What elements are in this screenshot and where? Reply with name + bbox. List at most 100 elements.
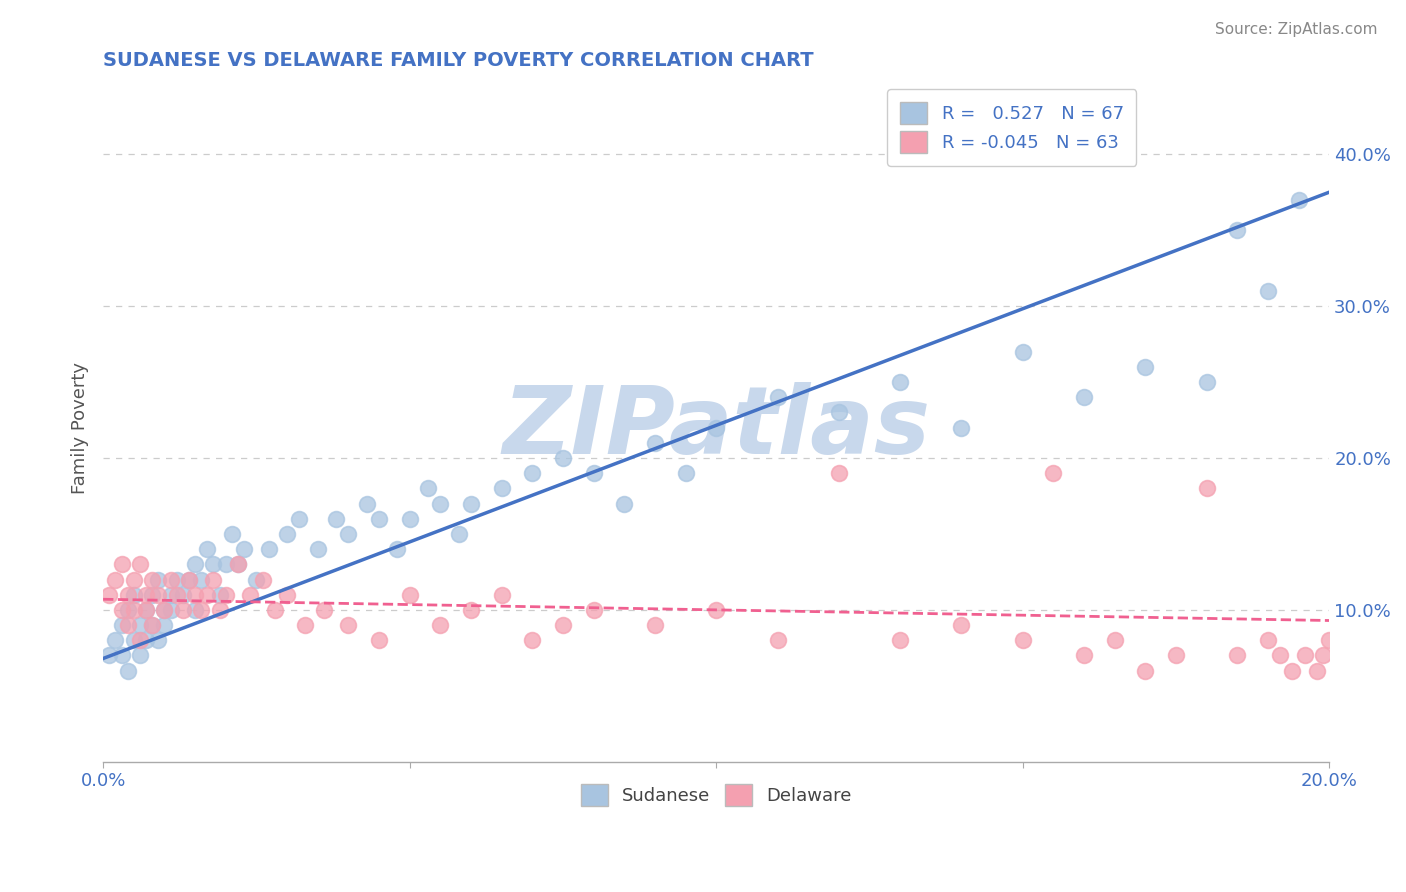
Point [215,558,238,572]
Point [245,573,267,587]
Point [337,527,360,541]
Point [233,542,256,557]
Point [122,603,145,617]
Point [117,618,139,632]
Point [644,618,666,632]
Point [1226,223,1249,237]
Point [613,497,636,511]
Point [522,466,544,480]
Point [276,588,298,602]
Y-axis label: Family Poverty: Family Poverty [72,361,89,493]
Point [828,405,851,419]
Point [98,588,121,602]
Point [522,633,544,648]
Point [429,497,451,511]
Point [122,633,145,648]
Point [766,390,789,404]
Point [239,588,262,602]
Point [1135,664,1157,678]
Text: ZIPatlas: ZIPatlas [502,382,931,474]
Point [117,603,139,617]
Point [135,603,157,617]
Point [141,618,163,632]
Point [1011,344,1033,359]
Point [1306,664,1329,678]
Point [110,603,132,617]
Point [1281,664,1303,678]
Point [166,573,188,587]
Point [1104,633,1126,648]
Point [141,618,163,632]
Point [104,633,127,648]
Point [1257,633,1279,648]
Point [288,512,311,526]
Point [226,558,249,572]
Point [159,603,181,617]
Point [889,375,911,389]
Point [110,618,132,632]
Point [110,648,132,663]
Point [135,633,157,648]
Point [447,527,470,541]
Point [1195,375,1218,389]
Point [1135,359,1157,374]
Point [141,573,163,587]
Point [1317,633,1340,648]
Point [675,466,697,480]
Point [491,588,513,602]
Point [129,633,152,648]
Point [202,558,225,572]
Point [276,527,298,541]
Text: Source: ZipAtlas.com: Source: ZipAtlas.com [1215,22,1378,37]
Point [117,588,139,602]
Point [153,603,176,617]
Point [252,573,274,587]
Point [172,588,194,602]
Point [184,558,207,572]
Point [1270,648,1292,663]
Point [141,588,163,602]
Point [307,542,329,557]
Point [202,573,225,587]
Point [190,573,212,587]
Point [1257,284,1279,298]
Point [215,588,238,602]
Point [1042,466,1064,480]
Point [184,603,207,617]
Point [325,512,347,526]
Point [368,512,391,526]
Point [172,603,194,617]
Point [153,618,176,632]
Point [1312,648,1334,663]
Point [356,497,378,511]
Point [226,558,249,572]
Point [177,573,200,587]
Point [460,603,482,617]
Point [312,603,335,617]
Point [148,573,170,587]
Point [129,618,152,632]
Point [184,588,207,602]
Legend: Sudanese, Delaware: Sudanese, Delaware [574,776,859,813]
Point [644,435,666,450]
Point [582,466,605,480]
Point [129,648,152,663]
Point [582,603,605,617]
Point [398,588,420,602]
Point [551,450,574,465]
Point [387,542,409,557]
Point [766,633,789,648]
Point [257,542,280,557]
Point [221,527,243,541]
Point [104,573,127,587]
Point [429,618,451,632]
Point [398,512,420,526]
Point [122,573,145,587]
Point [950,420,973,434]
Point [460,497,482,511]
Point [368,633,391,648]
Point [704,420,727,434]
Point [1073,390,1095,404]
Point [122,588,145,602]
Point [1073,648,1095,663]
